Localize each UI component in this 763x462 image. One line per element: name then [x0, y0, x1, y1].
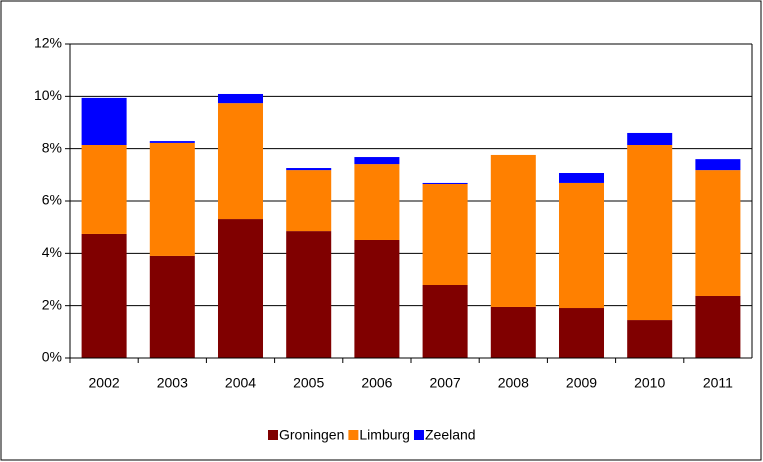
- x-tick-label: 2008: [498, 375, 529, 391]
- bar-segment: [354, 164, 400, 240]
- bar-segment: [695, 159, 741, 171]
- legend-label: Zeeland: [425, 427, 476, 443]
- x-tick-label: 2011: [703, 375, 733, 391]
- x-tick-label: 2002: [89, 375, 120, 391]
- bar-segment: [695, 295, 741, 358]
- x-tick-label: 2009: [566, 375, 597, 391]
- bar-segment: [217, 103, 264, 220]
- x-tick-label: 2004: [225, 375, 256, 391]
- legend-swatch: [413, 430, 424, 440]
- y-tick-label: 10%: [34, 87, 62, 103]
- bar-segment: [149, 141, 195, 143]
- y-tick-label: 6%: [42, 192, 62, 208]
- bar-segment: [490, 306, 536, 358]
- legend-swatch: [268, 430, 278, 440]
- bar-segment: [149, 255, 195, 358]
- legend-label: Groningen: [279, 427, 344, 443]
- y-tick-label: 4%: [42, 244, 62, 260]
- x-tick-label: 2007: [430, 375, 461, 391]
- bar-segment: [149, 142, 195, 256]
- bar-segment: [286, 231, 332, 358]
- bar-segment: [217, 93, 264, 104]
- bar-segment: [354, 239, 400, 358]
- bar-segment: [422, 284, 468, 358]
- bar-segment: [81, 97, 127, 146]
- bar-segment: [627, 145, 673, 321]
- bar-segment: [558, 182, 605, 309]
- bar-segment: [81, 145, 127, 234]
- bar-segment: [81, 233, 127, 358]
- x-tick-label: 2003: [157, 375, 188, 391]
- legend-swatch: [348, 430, 359, 440]
- bar-segment: [217, 219, 264, 358]
- bar-segment: [490, 154, 536, 307]
- bar-segment: [627, 132, 673, 146]
- y-tick-label: 0%: [42, 349, 62, 365]
- x-tick-label: 2010: [634, 375, 665, 391]
- bar-segment: [422, 183, 468, 285]
- bar-segment: [558, 173, 605, 183]
- x-tick-label: 2006: [361, 375, 392, 391]
- bar-segment: [422, 182, 468, 184]
- bar-segment: [558, 308, 605, 358]
- bar-segment: [354, 157, 400, 165]
- bar-segment: [695, 170, 741, 296]
- bar-segment: [286, 170, 332, 232]
- x-tick-label: 2005: [293, 375, 324, 391]
- legend-label: Limburg: [359, 427, 410, 443]
- y-tick-label: 12%: [34, 35, 62, 51]
- y-tick-label: 2%: [42, 296, 62, 312]
- y-tick-label: 8%: [42, 139, 62, 155]
- bar-segment: [627, 320, 673, 358]
- bar-segment: [286, 168, 332, 171]
